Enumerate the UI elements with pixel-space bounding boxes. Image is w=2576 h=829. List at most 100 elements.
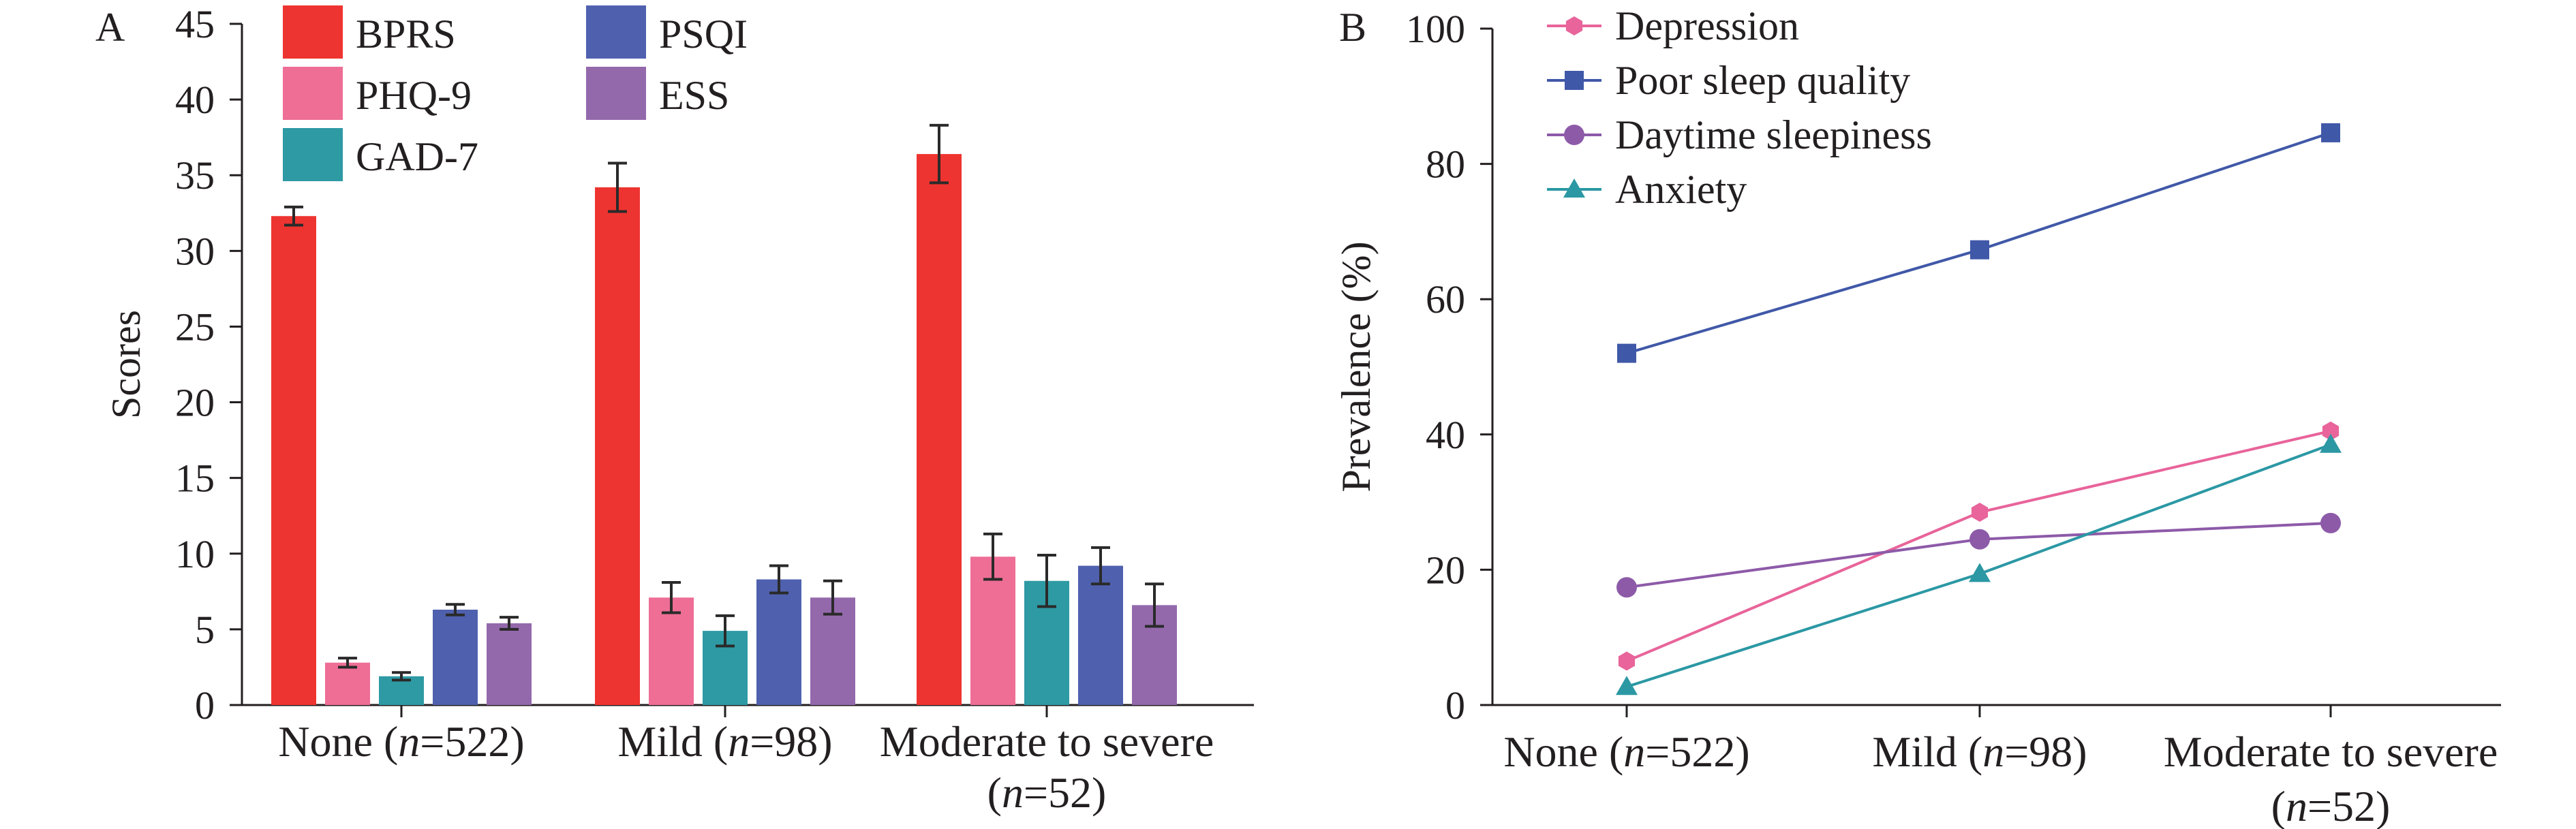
- y-tick-label: 80: [1426, 142, 1465, 187]
- error-bar: [1145, 582, 1164, 628]
- point-poor-sleep-quality: [1617, 343, 1636, 363]
- error-bar: [608, 161, 627, 213]
- legend-label: Anxiety: [1615, 167, 1747, 212]
- legend-label: GAD-7: [356, 134, 478, 179]
- label-count: =522): [1645, 728, 1749, 776]
- y-tick-label: 0: [195, 683, 215, 728]
- label-text: (: [987, 768, 1002, 817]
- point-poor-sleep-quality: [1970, 240, 1989, 260]
- bar-psqi: [433, 610, 478, 705]
- bar-bprs: [595, 187, 640, 705]
- label-n-italic: n: [398, 717, 420, 766]
- legend-item: GAD-7: [283, 128, 478, 181]
- bar-phq-9: [970, 557, 1015, 705]
- label-count: =98): [750, 717, 832, 766]
- label-count: =52): [2307, 782, 2390, 829]
- legend-label: PSQI: [659, 12, 748, 57]
- legend-item: Daytime sleepiness: [1547, 112, 1932, 157]
- label-count: =522): [420, 717, 524, 766]
- legend-item: PSQI: [586, 5, 748, 59]
- series-poor-sleep-quality: [1617, 123, 2340, 363]
- point-daytime-sleepiness: [2320, 512, 2341, 533]
- point-anxiety: [1969, 563, 1991, 582]
- error-bar: [769, 564, 788, 595]
- label-n-italic: n: [728, 717, 750, 766]
- y-tick-label: 100: [1406, 7, 1465, 51]
- legend-item: ESS: [586, 67, 729, 120]
- legend-label: ESS: [659, 73, 729, 118]
- error-bar: [983, 532, 1002, 581]
- legend-item: Anxiety: [1547, 167, 1747, 212]
- label-n-italic: n: [1002, 768, 1024, 817]
- legend-swatch: [586, 67, 646, 120]
- error-bar: [1091, 546, 1110, 586]
- legend-label: Daytime sleepiness: [1615, 112, 1932, 157]
- y-tick-label: 0: [1445, 683, 1465, 728]
- bar-psqi: [756, 579, 801, 705]
- error-bar: [1037, 554, 1056, 608]
- label-text: None (: [278, 717, 398, 766]
- series-anxiety: [1616, 433, 2342, 695]
- y-tick-label: 10: [175, 532, 215, 576]
- y-axis-title: Scores: [104, 310, 149, 419]
- y-tick-label: 20: [175, 381, 215, 425]
- label-count: =52): [1024, 768, 1106, 817]
- y-tick-label: 15: [175, 456, 215, 501]
- legend-item: PHQ-9: [283, 67, 472, 120]
- y-tick-label: 45: [175, 2, 215, 46]
- point-poor-sleep-quality: [2321, 123, 2340, 142]
- label-n-italic: n: [1982, 728, 2004, 776]
- y-tick-label: 60: [1426, 277, 1465, 322]
- legend-marker: [1565, 71, 1584, 90]
- bar-bprs: [917, 154, 962, 706]
- legend-label: BPRS: [356, 12, 456, 57]
- legend-item: Poor sleep quality: [1547, 58, 1910, 103]
- legend-label: PHQ-9: [356, 73, 472, 118]
- label-n-italic: n: [2286, 782, 2307, 829]
- y-tick-label: 40: [175, 78, 215, 122]
- point-daytime-sleepiness: [1969, 529, 1990, 550]
- error-bar: [500, 616, 519, 631]
- series-depression: [1618, 421, 2340, 671]
- x-category-label-line2: (n=52): [987, 768, 1107, 817]
- error-bar: [338, 657, 357, 669]
- x-category-label: None (n=522): [278, 717, 524, 766]
- error-bar: [446, 603, 465, 616]
- x-category-label: Moderate to severe(n=52): [880, 717, 1214, 817]
- legend-marker: [1563, 178, 1585, 198]
- label-text: Mild (: [1872, 728, 1982, 776]
- legend-marker: [1565, 16, 1583, 35]
- legend-swatch: [283, 5, 343, 59]
- y-tick-label: 35: [175, 153, 215, 198]
- legend-label: Depression: [1615, 3, 1799, 48]
- y-tick-label: 30: [175, 229, 215, 273]
- panel-label: A: [95, 5, 125, 50]
- bar-phq-9: [649, 597, 694, 705]
- label-count: =98): [2004, 728, 2087, 776]
- bar-bprs: [271, 216, 316, 705]
- legend-item: BPRS: [283, 5, 456, 59]
- error-bar: [662, 581, 681, 614]
- legend-swatch: [586, 5, 646, 59]
- error-bar: [823, 579, 842, 616]
- point-depression: [1618, 651, 1636, 671]
- point-anxiety: [2320, 433, 2342, 453]
- x-category-label: Mild (n=98): [617, 717, 832, 766]
- x-category-label-line2: (n=52): [2271, 782, 2391, 829]
- legend-label: Poor sleep quality: [1615, 58, 1910, 103]
- error-bar: [284, 205, 303, 227]
- bar-ess: [487, 623, 532, 705]
- legend: Depression Poor sleep quality Daytime slee…: [1547, 3, 1932, 212]
- point-depression: [1971, 503, 1989, 522]
- x-category-label: Moderate to severe(n=52): [2164, 728, 2498, 829]
- error-bar: [392, 671, 411, 682]
- bar-psqi: [1078, 565, 1123, 705]
- x-category-label: None (n=522): [1503, 728, 1749, 776]
- label-text: None (: [1503, 728, 1623, 776]
- legend-marker: [1564, 125, 1584, 145]
- point-depression: [2322, 421, 2340, 441]
- label-text: Mild (: [617, 717, 728, 766]
- legend: BPRS PHQ-9 GAD-7 PSQI ESS: [283, 5, 748, 181]
- legend-swatch: [283, 67, 343, 120]
